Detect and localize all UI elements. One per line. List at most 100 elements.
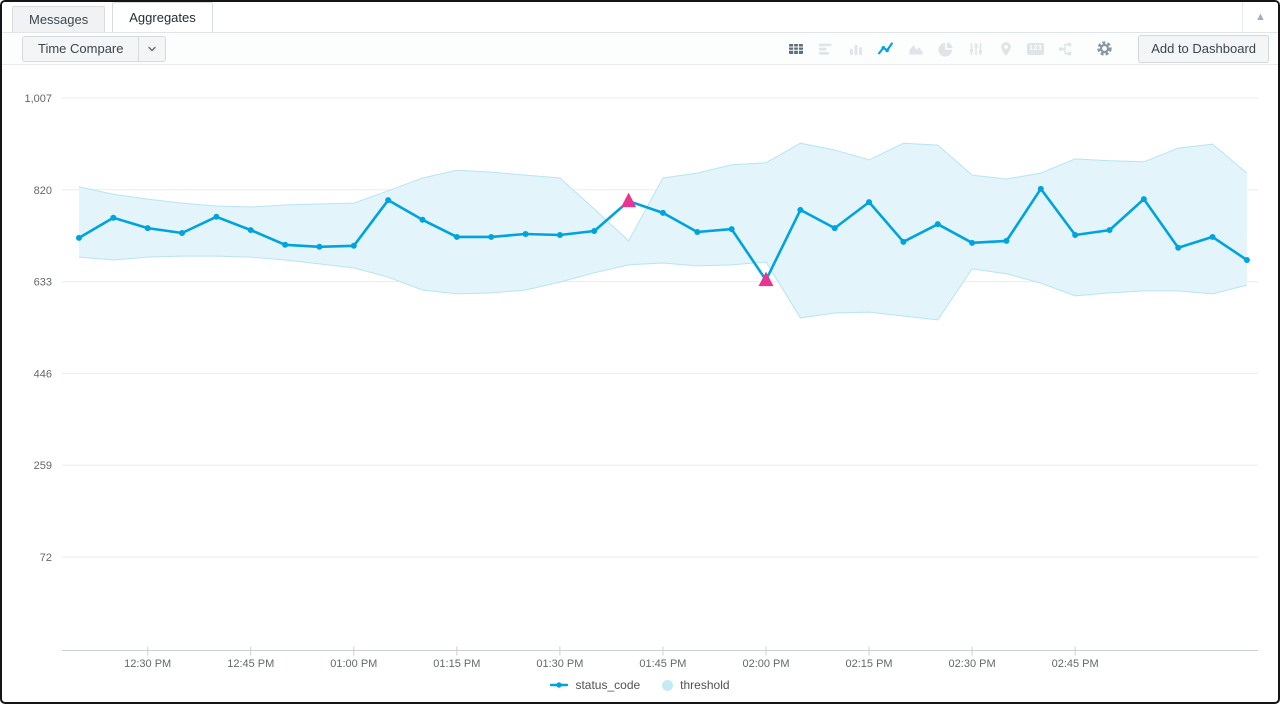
chart-settings-button[interactable] [1096, 40, 1113, 57]
chart-toolbar: Time Compare [2, 33, 1278, 65]
y-axis-label: 820 [34, 185, 52, 197]
data-point[interactable] [694, 229, 701, 236]
area-chart-icon [909, 44, 923, 54]
data-point[interactable] [866, 199, 873, 206]
data-point[interactable] [728, 226, 735, 233]
data-point[interactable] [522, 230, 529, 237]
data-point[interactable] [385, 197, 392, 204]
box-plot-view-button[interactable] [967, 40, 984, 57]
data-point[interactable] [1072, 231, 1079, 238]
data-point[interactable] [797, 206, 804, 213]
data-point[interactable] [76, 234, 82, 241]
outlier-marker[interactable] [758, 271, 774, 287]
threshold-upper-edge [78, 142, 1248, 242]
y-axis-label: 72 [40, 552, 52, 564]
single-value-icon: 123 [1027, 42, 1045, 55]
bar-chart-horizontal-icon [818, 43, 832, 55]
x-axis-label: 01:00 PM [330, 658, 377, 670]
x-axis-label: 12:30 PM [124, 658, 171, 670]
x-axis-label: 02:15 PM [846, 658, 893, 670]
map-view-button[interactable] [997, 40, 1014, 57]
collapse-up-icon: ▲ [1255, 10, 1266, 23]
data-point[interactable] [1140, 196, 1147, 203]
time-compare-dropdown[interactable] [138, 36, 165, 61]
pie-chart-view-button[interactable] [937, 40, 954, 57]
outlier-marker[interactable] [621, 192, 637, 208]
tab-messages-label: Messages [29, 12, 89, 27]
tab-aggregates-label: Aggregates [129, 10, 196, 25]
area-chart-view-button[interactable] [907, 40, 924, 57]
pie-chart-icon [938, 41, 953, 57]
x-axis-label: 02:30 PM [949, 658, 996, 670]
line-chart-icon [878, 42, 894, 55]
add-to-dashboard-button[interactable]: Add to Dashboard [1138, 34, 1269, 63]
time-compare-label: Time Compare [38, 41, 124, 56]
data-point[interactable] [1175, 244, 1182, 251]
legend-item-threshold[interactable]: threshold [662, 678, 730, 692]
data-point[interactable] [1003, 237, 1010, 244]
single-value-icon-text: 123 [1029, 45, 1043, 52]
data-point[interactable] [969, 239, 976, 246]
data-point[interactable] [1037, 185, 1044, 192]
data-point[interactable] [282, 241, 289, 248]
data-point[interactable] [350, 242, 357, 249]
time-compare-button[interactable]: Time Compare [22, 35, 167, 62]
bar-chart-view-button[interactable] [817, 40, 834, 57]
tab-strip: Messages Aggregates ▲ [2, 2, 1278, 33]
data-point[interactable] [591, 228, 598, 235]
data-point[interactable] [659, 209, 666, 216]
flow-diagram-icon [1058, 42, 1071, 55]
table-icon [788, 43, 803, 54]
data-point[interactable] [488, 233, 495, 240]
legend-item-status-code[interactable]: status_code [550, 678, 640, 692]
column-chart-icon [849, 44, 862, 55]
chart-legend: status_code threshold [2, 676, 1278, 694]
data-point[interactable] [144, 225, 151, 232]
threshold-band [79, 143, 1247, 320]
legend-threshold-swatch [662, 679, 674, 691]
data-point[interactable] [900, 238, 907, 245]
single-value-view-button[interactable]: 123 [1027, 40, 1045, 57]
x-axis-label: 12:45 PM [227, 658, 274, 670]
data-point[interactable] [316, 243, 323, 250]
x-axis-label: 02:45 PM [1052, 658, 1099, 670]
data-point[interactable] [1209, 233, 1216, 240]
x-axis-label: 01:45 PM [639, 658, 686, 670]
map-pin-icon [1000, 41, 1011, 56]
data-point[interactable] [831, 225, 838, 232]
collapse-panel-button[interactable]: ▲ [1242, 2, 1278, 32]
data-point[interactable] [1106, 227, 1113, 234]
data-point[interactable] [110, 214, 117, 221]
line-chart-view-button[interactable] [877, 40, 894, 57]
tab-aggregates[interactable]: Aggregates [112, 2, 213, 32]
data-point[interactable] [213, 213, 220, 220]
data-point[interactable] [247, 227, 254, 234]
x-axis-label: 02:00 PM [742, 658, 789, 670]
chart-type-switcher: 123 Add to Dashboard [787, 34, 1269, 63]
gear-icon [1097, 41, 1112, 56]
data-point[interactable] [179, 230, 186, 237]
table-view-button[interactable] [787, 40, 804, 57]
data-point[interactable] [556, 231, 563, 238]
legend-line-marker [550, 682, 569, 688]
data-point[interactable] [453, 233, 460, 240]
data-point[interactable] [419, 216, 426, 223]
y-axis-label: 259 [34, 460, 52, 472]
y-axis-label: 633 [34, 277, 52, 289]
column-chart-view-button[interactable] [847, 40, 864, 57]
legend-label-threshold: threshold [680, 678, 730, 692]
chevron-down-icon [148, 46, 157, 51]
y-axis-label: 446 [34, 368, 52, 380]
data-point[interactable] [1243, 257, 1250, 264]
x-axis-label: 01:15 PM [433, 658, 480, 670]
threshold-lower-edge [78, 255, 1248, 321]
data-point[interactable] [934, 221, 941, 228]
tab-messages[interactable]: Messages [12, 6, 106, 32]
flow-view-button[interactable] [1057, 40, 1074, 57]
y-axis-label: 1,007 [24, 93, 52, 105]
legend-label-status-code: status_code [575, 678, 641, 692]
sliders-icon [969, 42, 982, 55]
x-axis-label: 01:30 PM [536, 658, 583, 670]
